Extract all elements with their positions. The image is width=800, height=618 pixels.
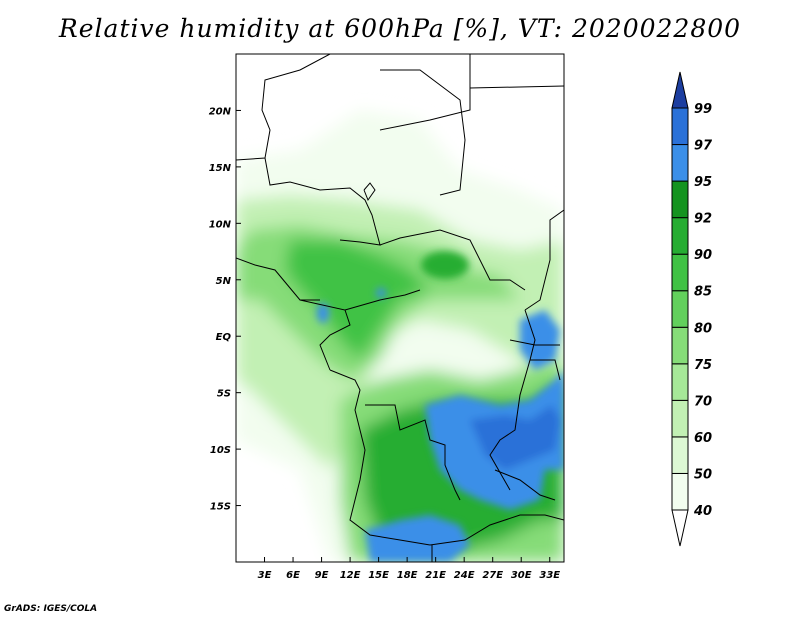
colorbar-level-label: 60 bbox=[694, 431, 712, 446]
y-tick-label: 15S bbox=[210, 502, 231, 513]
x-tick-label: 12E bbox=[340, 570, 361, 581]
x-tick-label: 3E bbox=[258, 570, 272, 581]
colorbar-bin bbox=[671, 253, 689, 292]
colorbar-level-label: 95 bbox=[694, 175, 712, 190]
x-tick-label: 21E bbox=[425, 570, 446, 581]
colorbar-level-label: 50 bbox=[694, 467, 712, 482]
colorbar-level-label: 40 bbox=[693, 504, 712, 519]
x-tick-label: 30E bbox=[511, 570, 532, 581]
credit-text: GrADS: IGES/COLA bbox=[4, 604, 98, 614]
colorbar-bin bbox=[671, 436, 689, 474]
colorbar-lower-triangle bbox=[671, 509, 689, 547]
map-title: Relative humidity at 600hPa [%], VT: 202… bbox=[58, 14, 742, 43]
field-south-97 bbox=[470, 405, 560, 470]
colorbar-bin bbox=[671, 363, 689, 401]
y-tick-label: 15N bbox=[209, 163, 232, 174]
y-tick-label: 10S bbox=[210, 445, 231, 456]
colorbar-bin bbox=[671, 290, 689, 328]
x-tick-label: 15E bbox=[368, 570, 389, 581]
y-axis: 20N 15N 10N 5N EQ 5S 10S 15S bbox=[209, 106, 241, 513]
y-tick-label: 10N bbox=[209, 219, 232, 230]
colorbar-bin bbox=[671, 399, 689, 438]
colorbar: 40 50 60 70 75 80 85 90 92 95 97 99 bbox=[671, 71, 713, 547]
field-central-95 bbox=[376, 288, 386, 298]
colorbar-bin bbox=[671, 217, 689, 255]
y-tick-label: 5N bbox=[216, 276, 232, 287]
colorbar-level-label: 92 bbox=[694, 212, 712, 227]
field-sw-95 bbox=[365, 515, 470, 562]
y-tick-label: EQ bbox=[216, 332, 232, 343]
x-tick-label: 6E bbox=[286, 570, 300, 581]
y-tick-label: 20N bbox=[209, 106, 232, 117]
colorbar-level-label: 97 bbox=[694, 139, 713, 154]
colorbar-level-label: 80 bbox=[694, 321, 712, 336]
country-borders bbox=[236, 54, 564, 562]
x-tick-label: 24E bbox=[454, 570, 475, 581]
x-tick-label: 9E bbox=[315, 570, 329, 581]
humidity-field bbox=[236, 54, 564, 562]
x-tick-label: 27E bbox=[482, 570, 503, 581]
colorbar-level-label: 70 bbox=[694, 394, 712, 409]
colorbar-bin bbox=[671, 107, 689, 146]
colorbar-bin bbox=[671, 144, 689, 182]
x-tick-label: 33E bbox=[539, 570, 560, 581]
field-east-green bbox=[421, 251, 469, 279]
colorbar-bin bbox=[671, 180, 689, 219]
colorbar-upper-triangle bbox=[671, 71, 689, 109]
colorbar-level-label: 90 bbox=[694, 248, 712, 263]
colorbar-level-label: 75 bbox=[694, 358, 712, 373]
y-tick-label: 5S bbox=[217, 389, 231, 400]
colorbar-level-label: 85 bbox=[694, 285, 712, 300]
colorbar-level-label: 99 bbox=[694, 102, 712, 117]
x-tick-label: 18E bbox=[397, 570, 418, 581]
field-85 bbox=[285, 240, 430, 360]
map-frame bbox=[235, 53, 565, 563]
colorbar-bin bbox=[671, 326, 689, 365]
field-west-95 bbox=[317, 303, 329, 323]
x-axis: 3E 6E 9E 12E 15E 18E 21E 24E 27E 30E 33E bbox=[258, 557, 560, 581]
colorbar-bin bbox=[671, 472, 689, 511]
